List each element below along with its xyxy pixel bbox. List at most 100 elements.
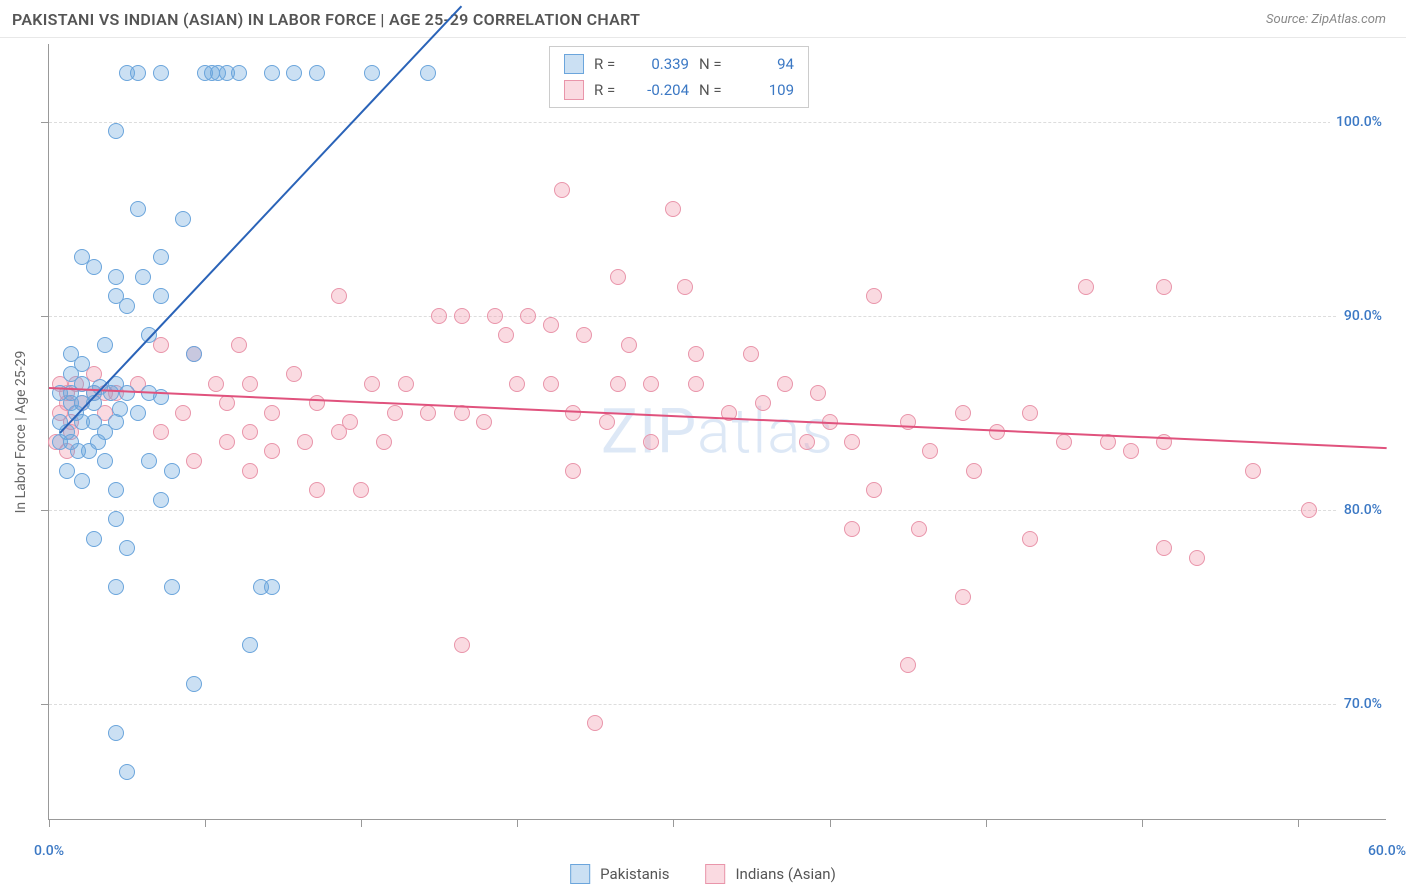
- data-point: [97, 453, 113, 469]
- data-point: [175, 211, 191, 227]
- data-point: [264, 579, 280, 595]
- y-tick: [41, 122, 49, 123]
- data-point: [398, 376, 414, 392]
- data-point: [989, 424, 1005, 440]
- y-axis-tick-label: 90.0%: [1338, 306, 1388, 326]
- data-point: [119, 764, 135, 780]
- x-tick: [1142, 819, 1143, 827]
- data-point: [844, 521, 860, 537]
- x-tick: [830, 819, 831, 827]
- data-point: [1078, 279, 1094, 295]
- data-point: [1022, 531, 1038, 547]
- chart-title: PAKISTANI VS INDIAN (ASIAN) IN LABOR FOR…: [12, 10, 640, 29]
- data-point: [520, 308, 536, 324]
- data-point: [454, 637, 470, 653]
- data-point: [677, 279, 693, 295]
- data-point: [1156, 540, 1172, 556]
- data-point: [688, 346, 704, 362]
- x-axis-label-max: 60.0%: [1368, 843, 1406, 859]
- data-point: [966, 463, 982, 479]
- legend-label-pakistanis: Pakistanis: [600, 865, 669, 883]
- r-label: R =: [594, 81, 624, 99]
- data-point: [186, 676, 202, 692]
- x-tick: [1298, 819, 1299, 827]
- data-point: [1056, 434, 1072, 450]
- x-tick: [517, 819, 518, 827]
- watermark-bold: ZIP: [601, 395, 697, 468]
- data-point: [74, 473, 90, 489]
- data-point: [498, 327, 514, 343]
- data-point: [420, 405, 436, 421]
- data-point: [810, 385, 826, 401]
- y-tick: [41, 704, 49, 705]
- data-point: [59, 463, 75, 479]
- data-point: [309, 395, 325, 411]
- y-axis-tick-label: 80.0%: [1338, 500, 1388, 520]
- data-point: [153, 424, 169, 440]
- data-point: [231, 337, 247, 353]
- data-point: [208, 376, 224, 392]
- n-label: N =: [699, 55, 729, 73]
- data-point: [331, 424, 347, 440]
- data-point: [175, 405, 191, 421]
- data-point: [108, 269, 124, 285]
- data-point: [1022, 405, 1038, 421]
- data-point: [309, 65, 325, 81]
- data-point: [376, 434, 392, 450]
- data-point: [153, 65, 169, 81]
- x-tick: [361, 819, 362, 827]
- legend-item-indians: Indians (Asian): [705, 864, 835, 884]
- data-point: [1189, 550, 1205, 566]
- data-point: [866, 482, 882, 498]
- legend-label-indians: Indians (Asian): [735, 865, 835, 883]
- n-label: N =: [699, 81, 729, 99]
- y-axis-tick-label: 100.0%: [1330, 112, 1388, 132]
- data-point: [955, 589, 971, 605]
- data-point: [108, 579, 124, 595]
- data-point: [643, 434, 659, 450]
- data-point: [1123, 443, 1139, 459]
- gridline: [49, 316, 1386, 317]
- y-axis-tick-label: 70.0%: [1338, 694, 1388, 714]
- scatter-chart: In Labor Force | Age 25-29 ZIPatlas R = …: [48, 44, 1386, 820]
- data-point: [74, 356, 90, 372]
- data-point: [755, 395, 771, 411]
- data-point: [487, 308, 503, 324]
- data-point: [1301, 502, 1317, 518]
- data-point: [130, 201, 146, 217]
- data-point: [130, 65, 146, 81]
- data-point: [1156, 279, 1172, 295]
- data-point: [576, 327, 592, 343]
- data-point: [922, 443, 938, 459]
- data-point: [153, 492, 169, 508]
- data-point: [119, 385, 135, 401]
- x-axis-label-min: 0.0%: [34, 843, 64, 859]
- data-point: [97, 337, 113, 353]
- data-point: [164, 463, 180, 479]
- data-point: [130, 405, 146, 421]
- r-label: R =: [594, 55, 624, 73]
- data-point: [242, 463, 258, 479]
- chart-header: PAKISTANI VS INDIAN (ASIAN) IN LABOR FOR…: [0, 0, 1406, 38]
- data-point: [610, 269, 626, 285]
- data-point: [743, 346, 759, 362]
- x-tick: [673, 819, 674, 827]
- data-point: [643, 376, 659, 392]
- data-point: [476, 414, 492, 430]
- data-point: [219, 434, 235, 450]
- data-point: [186, 453, 202, 469]
- data-point: [242, 424, 258, 440]
- x-tick: [49, 819, 50, 827]
- y-tick: [41, 316, 49, 317]
- data-point: [86, 259, 102, 275]
- data-point: [587, 715, 603, 731]
- data-point: [777, 376, 793, 392]
- data-point: [90, 434, 106, 450]
- r-value-indians: -0.204: [634, 81, 689, 99]
- y-axis-title: In Labor Force | Age 25-29: [13, 350, 29, 513]
- data-point: [420, 65, 436, 81]
- data-point: [231, 65, 247, 81]
- data-point: [665, 201, 681, 217]
- data-point: [108, 482, 124, 498]
- data-point: [1245, 463, 1261, 479]
